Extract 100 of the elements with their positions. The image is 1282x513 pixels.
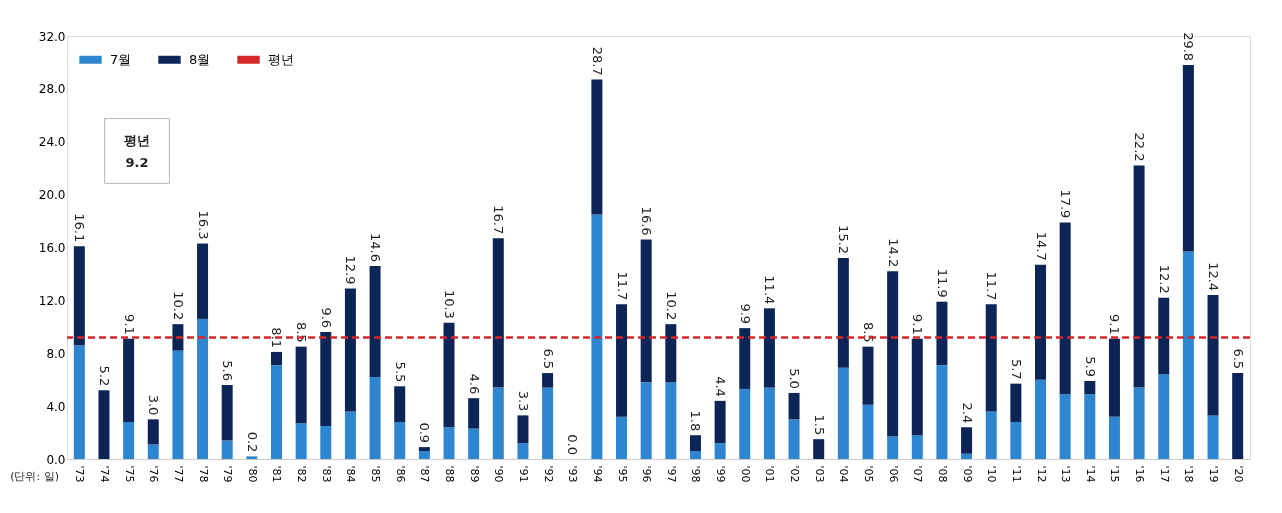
x-tick-label: '15 [1108, 465, 1122, 483]
bar [788, 392, 800, 420]
total-label: 9.1 [1107, 314, 1123, 335]
x-tick-label: '92 [541, 465, 555, 483]
bar [1182, 65, 1194, 252]
bar [147, 419, 159, 445]
text: (단위: 일) [10, 470, 59, 483]
x-tick-label: '90 [492, 465, 506, 483]
bar [1084, 394, 1096, 459]
y-tick-label: 12.0 [38, 293, 66, 308]
bar [542, 373, 554, 388]
bar [936, 365, 948, 459]
bar [1010, 421, 1022, 459]
bar [394, 386, 406, 422]
bar [172, 350, 184, 459]
x-tick-label: '09 [960, 465, 974, 483]
y-tick-label: 32.0 [38, 29, 66, 44]
total-label: 22.2 [1132, 132, 1148, 162]
bar [73, 246, 85, 346]
total-label: 9.6 [318, 307, 334, 329]
x-tick-label: '94 [590, 465, 604, 483]
x-tick-label: '87 [418, 465, 432, 483]
bar [961, 427, 973, 454]
bar [492, 238, 504, 388]
total-label: 6.5 [1230, 348, 1246, 370]
total-label: 0.9 [417, 422, 433, 444]
bar [911, 435, 923, 459]
x-tick-label: '89 [467, 465, 481, 483]
y-tick-label: 4.0 [46, 399, 66, 414]
total-label: 16.3 [195, 210, 211, 240]
x-tick-label: '18 [1182, 465, 1196, 483]
x-tick-label: '81 [270, 465, 284, 483]
y-tick-label: 20.0 [38, 188, 66, 203]
x-tick-label: '02 [788, 465, 802, 483]
bar [985, 411, 997, 459]
x-tick-label: '20 [1231, 465, 1245, 483]
bar [468, 428, 480, 459]
total-label: 29.8 [1181, 32, 1197, 62]
total-label: 5.0 [787, 368, 803, 389]
x-tick-label: '10 [985, 465, 999, 483]
bar [1182, 251, 1194, 459]
bar [221, 384, 233, 441]
total-label: 8.1 [269, 327, 285, 348]
x-tick-label: '73 [73, 465, 87, 483]
x-tick-label: '99 [714, 465, 728, 483]
y-tick-label: 24.0 [38, 135, 66, 150]
bar [763, 308, 775, 388]
total-label: 12.2 [1156, 264, 1172, 294]
bar [911, 338, 923, 436]
bar [616, 304, 628, 417]
bar [394, 421, 406, 459]
x-tick-label: '83 [319, 465, 333, 483]
total-label: 9.9 [737, 303, 753, 325]
total-label: 1.5 [811, 414, 827, 436]
bar [887, 271, 899, 437]
x-tick-label: '00 [738, 465, 752, 483]
bar [295, 346, 307, 424]
bar [1035, 379, 1047, 459]
x-tick-label: '80 [245, 465, 259, 483]
bar [369, 266, 381, 378]
x-tick-label: '88 [443, 465, 457, 483]
bar [763, 387, 775, 459]
bar [1010, 383, 1022, 422]
bar [591, 214, 603, 459]
x-tick-label: '96 [640, 465, 654, 483]
bar [640, 239, 652, 383]
bar [123, 421, 135, 459]
legend-label: 8월 [189, 51, 211, 67]
total-label: 5.5 [392, 361, 408, 383]
bar [714, 443, 726, 459]
x-tick-label: '07 [911, 465, 925, 483]
bar [837, 367, 849, 459]
bar [147, 444, 159, 459]
total-label: 16.7 [491, 205, 507, 235]
y-tick-label: 28.0 [38, 82, 66, 97]
total-label: 11.9 [934, 268, 950, 298]
bar [492, 387, 504, 459]
annotation: 평년 9.2 [124, 133, 150, 170]
bar [172, 324, 184, 351]
bar [665, 324, 677, 383]
bar [936, 301, 948, 366]
x-tick-label: '84 [344, 465, 358, 483]
bar [1035, 264, 1047, 380]
bar [73, 345, 85, 459]
total-label: 1.8 [688, 410, 704, 432]
bar [985, 304, 997, 412]
x-tick-label: '12 [1034, 465, 1048, 483]
bar [1084, 381, 1096, 395]
bar [320, 425, 332, 459]
total-label: 28.7 [589, 46, 605, 76]
bar [344, 288, 356, 412]
bar [739, 388, 751, 459]
bar [123, 338, 135, 422]
x-tick-label: '77 [171, 465, 185, 483]
bar [443, 427, 455, 459]
x-tick-label: '95 [615, 465, 629, 483]
x-tick-label: '76 [147, 465, 161, 483]
total-label: 16.1 [72, 213, 88, 243]
total-label: 15.2 [836, 225, 852, 255]
bar [1059, 394, 1071, 459]
